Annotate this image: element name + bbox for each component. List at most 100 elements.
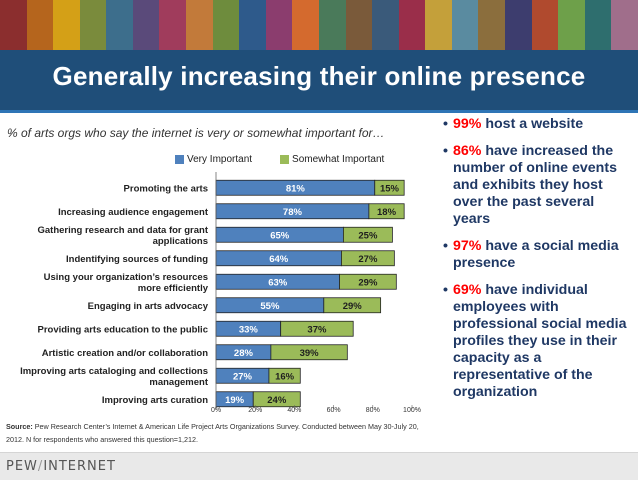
stacked-bar-chart: 81% 15% Promoting the arts 78% 18% Increasing… — [20, 172, 421, 414]
legend-swatch-very — [175, 155, 184, 164]
stripe-segment — [106, 0, 133, 50]
bar-somewhat-important — [252, 391, 301, 408]
data-label: 15% — [380, 183, 400, 194]
stripe-segment — [584, 0, 612, 50]
category-label: management — [149, 377, 208, 388]
finding-percent: 99% — [453, 116, 482, 132]
stripe-segment — [186, 0, 213, 50]
stripe-segment — [292, 0, 319, 50]
category-label: more efficiently — [138, 283, 209, 294]
bullet-dot: • — [443, 238, 448, 254]
source-label: Source: — [6, 422, 33, 431]
finding-percent: 86% — [453, 143, 482, 159]
category-label: applications — [153, 236, 208, 247]
data-label: 19% — [225, 395, 245, 406]
category-label: Engaging in arts advocacy — [88, 301, 209, 312]
stripe-segment — [79, 0, 107, 50]
finding-percent: 97% — [453, 238, 482, 254]
category-label: Promoting the arts — [124, 183, 208, 194]
finding-description: have increased the number of online even… — [453, 143, 617, 227]
category-label: Gathering research and data for grant — [37, 225, 208, 236]
data-label: 28% — [234, 348, 254, 359]
legend-label-very: Very Important — [187, 154, 253, 165]
data-label: 55% — [260, 301, 280, 312]
stripe-segment — [265, 0, 293, 50]
x-tick-label: 80% — [366, 407, 380, 414]
x-tick-label: 100% — [403, 407, 421, 414]
stripe-segment — [398, 0, 426, 50]
stripe-segment — [318, 0, 346, 50]
finding-text: 99% host a website — [453, 116, 583, 133]
category-label: Indentifying sources of funding — [66, 254, 208, 265]
stripe-segment — [504, 0, 532, 50]
bullet-dot: • — [443, 143, 448, 159]
bar-somewhat-important — [341, 250, 395, 267]
x-tick-label: 0% — [211, 407, 221, 414]
stripe-segment — [345, 0, 373, 50]
data-label: 63% — [268, 277, 288, 288]
legend-swatch-somewhat — [280, 155, 290, 164]
data-label: 25% — [358, 230, 378, 241]
pew-internet-logo: PEW/INTERNET — [6, 459, 116, 474]
data-label: 24% — [267, 395, 287, 406]
bullet-dot: • — [443, 282, 448, 298]
chart-source: Source: Pew Research Center’s Internet &… — [6, 420, 434, 446]
data-label: 78% — [283, 207, 303, 218]
data-label: 65% — [270, 230, 290, 241]
bullet-dot: • — [443, 116, 448, 132]
key-findings-list: • 99% host a website • 86% have increased t… — [443, 116, 635, 411]
finding-text: 97% have a social media presence — [453, 238, 635, 272]
x-tick-label: 20% — [248, 407, 262, 414]
category-label: Improving arts curation — [102, 395, 208, 406]
bar-somewhat-important — [342, 226, 393, 243]
x-tick-label: 40% — [287, 407, 301, 414]
category-label: Using your organization’s resources — [44, 272, 208, 283]
stripe-segment — [132, 0, 160, 50]
stripe-segment — [212, 0, 240, 50]
chart-legend: Very Important Somewhat Important — [175, 154, 384, 165]
data-label: 29% — [358, 277, 378, 288]
chart-subtitle: % of arts orgs who say the internet is v… — [7, 126, 385, 140]
stripe-segment — [531, 0, 559, 50]
x-tick-label: 60% — [327, 407, 341, 414]
legend-item-somewhat: Somewhat Important — [280, 154, 384, 165]
stripe-segment — [611, 0, 638, 50]
data-label: 16% — [275, 371, 295, 382]
logo-right: INTERNET — [43, 459, 116, 474]
stripe-segment — [425, 0, 452, 50]
data-label: 27% — [358, 254, 378, 265]
bar-somewhat-important — [268, 367, 301, 384]
finding-description: have individual employees with professio… — [453, 282, 627, 400]
bar-somewhat-important — [374, 179, 405, 196]
data-label: 37% — [307, 324, 327, 335]
category-label: Providing arts education to the public — [38, 324, 209, 335]
data-label: 29% — [343, 301, 363, 312]
finding-item: • 97% have a social media presence — [443, 238, 635, 272]
category-label: Increasing audience engagement — [58, 207, 209, 218]
legend-label-somewhat: Somewhat Important — [292, 154, 385, 165]
finding-item: • 99% host a website — [443, 116, 635, 133]
title-underline — [0, 110, 638, 113]
bar-somewhat-important — [323, 297, 382, 314]
finding-item: • 86% have increased the number of online… — [443, 143, 635, 228]
slide-title: Generally increasing their online presen… — [52, 61, 586, 91]
category-label: Improving arts cataloging and collection… — [20, 366, 208, 377]
stripe-segment — [478, 0, 505, 50]
bar-somewhat-important — [339, 273, 397, 290]
stripe-segment — [0, 0, 27, 50]
bar-somewhat-important — [270, 344, 348, 361]
data-label: 18% — [377, 207, 397, 218]
stripe-segment — [372, 0, 399, 50]
chart-panel: 81% 15% Promoting the arts 78% 18% Increasing… — [0, 114, 436, 459]
logo-slash: / — [37, 459, 44, 474]
category-label: Artistic creation and/or collaboration — [42, 348, 208, 359]
footer-bar: PEW/INTERNET — [0, 452, 638, 480]
logo-left: PEW — [6, 459, 38, 474]
header-stripe — [0, 0, 638, 50]
stripe-segment — [159, 0, 187, 50]
stripe-segment — [26, 0, 54, 50]
data-label: 81% — [286, 183, 306, 194]
stripe-segment — [451, 0, 479, 50]
finding-item: • 69% have individual employees with prof… — [443, 282, 635, 401]
finding-description: have a social media presence — [453, 238, 619, 271]
